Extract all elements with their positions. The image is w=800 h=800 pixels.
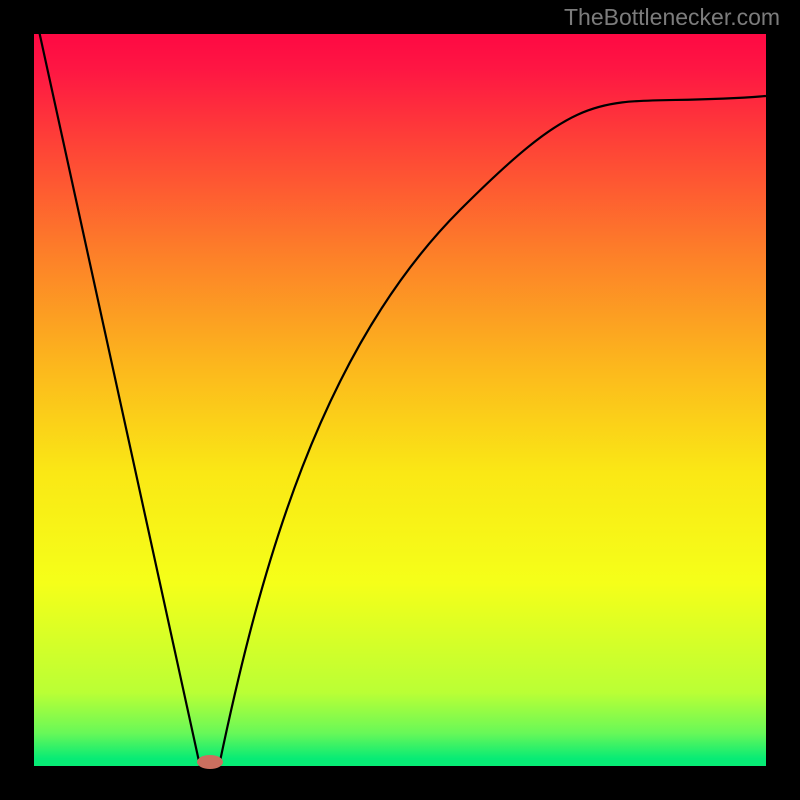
watermark-text: TheBottlenecker.com <box>564 4 780 31</box>
chart-plot <box>0 0 800 800</box>
gradient-background <box>34 34 766 766</box>
minimum-marker <box>197 755 223 769</box>
